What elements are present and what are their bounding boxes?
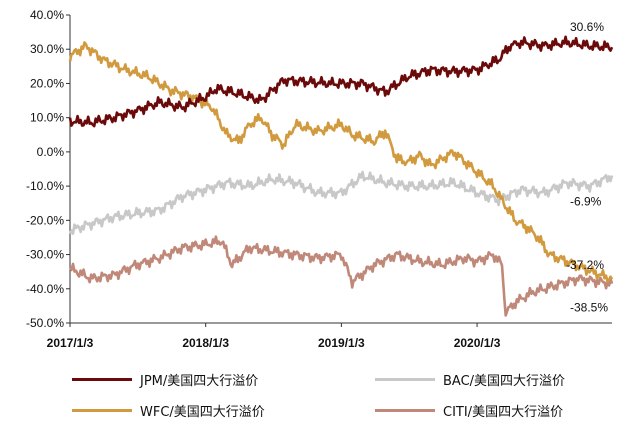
- end-value-label: -38.5%: [570, 301, 608, 315]
- series-line-3: [68, 235, 614, 317]
- y-tick-label: -30.0%: [26, 248, 64, 262]
- x-tick-label: 2020/1/3: [454, 336, 501, 350]
- series-line-0: [68, 35, 614, 128]
- legend-item-jpm: JPM/美国四大行溢价: [72, 370, 258, 389]
- y-tick-label: 20.0%: [30, 76, 64, 90]
- y-tick-label: 0.0%: [37, 145, 65, 159]
- annotations: 30.6% -6.9% -37.2% -38.5%: [566, 20, 608, 314]
- legend-label-wfc: WFC/美国四大行溢价: [140, 405, 265, 420]
- y-axis: 40.0% 30.0% 20.0% 10.0% 0.0% -10.0% -20.0% -30.…: [26, 8, 71, 330]
- legend-label-bac: BAC/美国四大行溢价: [443, 374, 566, 389]
- y-tick-label: 30.0%: [30, 42, 64, 56]
- legend: JPM/美国四大行溢价 BAC/美国四大行溢价 WFC/美国四大行溢价 CITI…: [0, 366, 637, 436]
- y-tick-label: -40.0%: [26, 282, 64, 296]
- end-value-label: -37.2%: [566, 258, 604, 272]
- legend-item-wfc: WFC/美国四大行溢价: [72, 401, 265, 420]
- y-tick-label: -20.0%: [26, 213, 64, 227]
- y-tick-label: -50.0%: [26, 316, 64, 330]
- x-tick-label: 2018/1/3: [182, 336, 229, 350]
- series-lines: [68, 35, 614, 317]
- y-tick-label: 10.0%: [30, 111, 64, 125]
- legend-swatch-citi: [375, 409, 435, 412]
- legend-label-citi: CITI/美国四大行溢价: [443, 405, 564, 420]
- y-tick-label: -10.0%: [26, 179, 64, 193]
- legend-label-jpm: JPM/美国四大行溢价: [140, 374, 259, 389]
- legend-swatch-bac: [375, 378, 435, 381]
- x-tick-label: 2017/1/3: [47, 336, 94, 350]
- end-value-label: 30.6%: [570, 20, 604, 34]
- y-tick-label: 40.0%: [30, 8, 64, 22]
- series-line-1: [68, 170, 614, 235]
- end-value-label: -6.9%: [570, 195, 602, 209]
- legend-item-citi: CITI/美国四大行溢价: [375, 401, 563, 420]
- x-axis: 2017/1/3 2018/1/3 2019/1/3 2020/1/3: [47, 322, 612, 350]
- series-line-2: [68, 41, 614, 283]
- legend-swatch-jpm: [72, 378, 132, 381]
- legend-swatch-wfc: [72, 409, 132, 412]
- chart: 40.0% 30.0% 20.0% 10.0% 0.0% -10.0% -20.0% -30.…: [26, 8, 614, 350]
- legend-item-bac: BAC/美国四大行溢价: [375, 370, 565, 389]
- x-tick-label: 2019/1/3: [318, 336, 365, 350]
